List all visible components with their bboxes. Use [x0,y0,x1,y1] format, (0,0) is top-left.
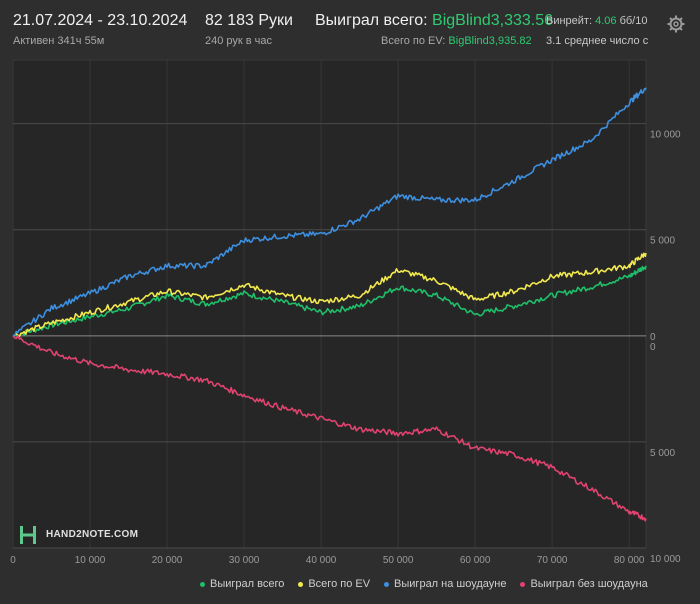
x-tick-label: 10 000 [75,555,106,566]
logo-text: HAND2NOTE.COM [46,529,139,540]
legend-item[interactable]: Всего по EV [298,578,370,590]
ev-total-value: BigBlind3,935.82 [448,35,532,47]
series-line [12,252,647,338]
legend-dot-icon [384,581,390,587]
legend-item[interactable]: Выиграл на шоудауне [384,578,506,590]
y-tick-label: 10 000 [650,554,681,565]
legend-dot-icon [200,581,205,587]
x-tick-label: 40 000 [306,555,337,566]
plot-area [12,59,647,549]
winrate-unit: бб/10 [619,15,648,27]
x-tick-label: 80 000 [614,555,645,566]
legend-dot-icon [298,581,304,587]
series-line [12,87,647,337]
gear-icon[interactable] [666,14,686,34]
y-tick-label: 10 000 [650,130,681,141]
winrate-label: Винрейт: [546,15,593,27]
legend-item[interactable]: Выиграл всего [200,578,284,590]
legend-label: Всего по EV [308,578,371,590]
date-range[interactable]: 21.07.2024 - 23.10.2024 [13,12,188,29]
x-tick-label: 60 000 [460,555,491,566]
x-tick-label: 30 000 [229,555,260,566]
x-tick-label: 70 000 [537,555,568,566]
series-line [12,334,647,522]
y-tick-label: 0 [650,342,656,353]
chart-legend: Выиграл всего Всего по EV Выиграл на шоуда… [200,578,662,590]
won-total-value: BigBlind3,333.56 [432,12,554,29]
won-total-label: Выиграл всего: [315,12,428,29]
x-tick-label: 20 000 [152,555,183,566]
y-zero-label: 0 [650,332,656,343]
winrate-value: 4.06 [595,15,617,27]
avg-players: 3.1 среднее число с [546,35,649,47]
legend-item[interactable]: Выиграл без шоудауна [520,578,648,590]
hands-per-hour: 240 рук в час [205,35,273,47]
ev-total-label: Всего по EV: [381,35,446,47]
stats-header: 21.07.2024 - 23.10.2024 Активен 341ч 55м… [0,0,700,56]
x-tick-label: 0 [10,555,16,566]
hands-count: 82 183 Руки [205,12,293,29]
y-tick-label: 5 000 [650,236,675,247]
winrate-summary: Винрейт: 4.06 бб/10 [546,15,654,27]
legend-label: Выиграл всего [210,578,285,590]
y-tick-label: 5 000 [650,448,675,459]
legend-label: Выиграл без шоудауна [530,578,648,590]
legend-dot-icon [520,581,526,587]
legend-label: Выиграл на шоудауне [394,578,507,590]
x-tick-label: 50 000 [383,555,414,566]
won-total-summary: Выиграл всего: BigBlind3,333.56 [315,12,553,30]
active-time: Активен 341ч 55м [13,35,105,47]
series-line [12,265,647,338]
ev-total-summary: Всего по EV: BigBlind3,935.82 [381,35,532,47]
